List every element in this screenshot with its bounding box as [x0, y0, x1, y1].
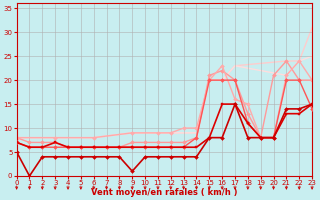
X-axis label: Vent moyen/en rafales ( km/h ): Vent moyen/en rafales ( km/h ) [91, 188, 238, 197]
